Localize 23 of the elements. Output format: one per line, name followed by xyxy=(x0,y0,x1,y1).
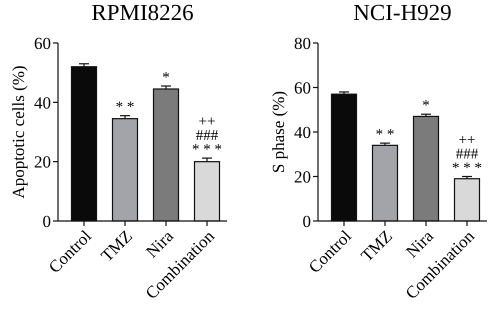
y-tick-label: 20 xyxy=(294,167,311,186)
y-tick-label: 60 xyxy=(294,78,311,98)
annotation: ### xyxy=(456,146,479,162)
y-tick-label: 0 xyxy=(42,212,51,231)
chart-title: NCI-H929 xyxy=(353,0,452,25)
y-axis-title: Apoptotic cells (%) xyxy=(9,65,28,199)
annotation: ++ xyxy=(198,114,216,130)
y-axis-title: S phase (%) xyxy=(269,90,288,174)
annotation: ++ xyxy=(458,132,476,148)
y-tick-label: 60 xyxy=(34,34,51,53)
annotation: * * xyxy=(116,100,134,116)
annotation: * * xyxy=(376,127,394,144)
annotation: * xyxy=(422,98,430,114)
annotation: * xyxy=(162,70,170,86)
y-tick-label: 40 xyxy=(34,93,51,112)
annotation: ### xyxy=(196,128,219,144)
annotation: * * * xyxy=(452,160,482,176)
annotation: * * * xyxy=(192,142,222,158)
chart-title: RPMI8226 xyxy=(91,0,194,25)
y-tick-label: 0 xyxy=(302,212,311,231)
y-tick-label: 20 xyxy=(34,152,51,172)
y-tick-label: 80 xyxy=(294,34,311,53)
y-tick-label: 40 xyxy=(294,122,311,142)
